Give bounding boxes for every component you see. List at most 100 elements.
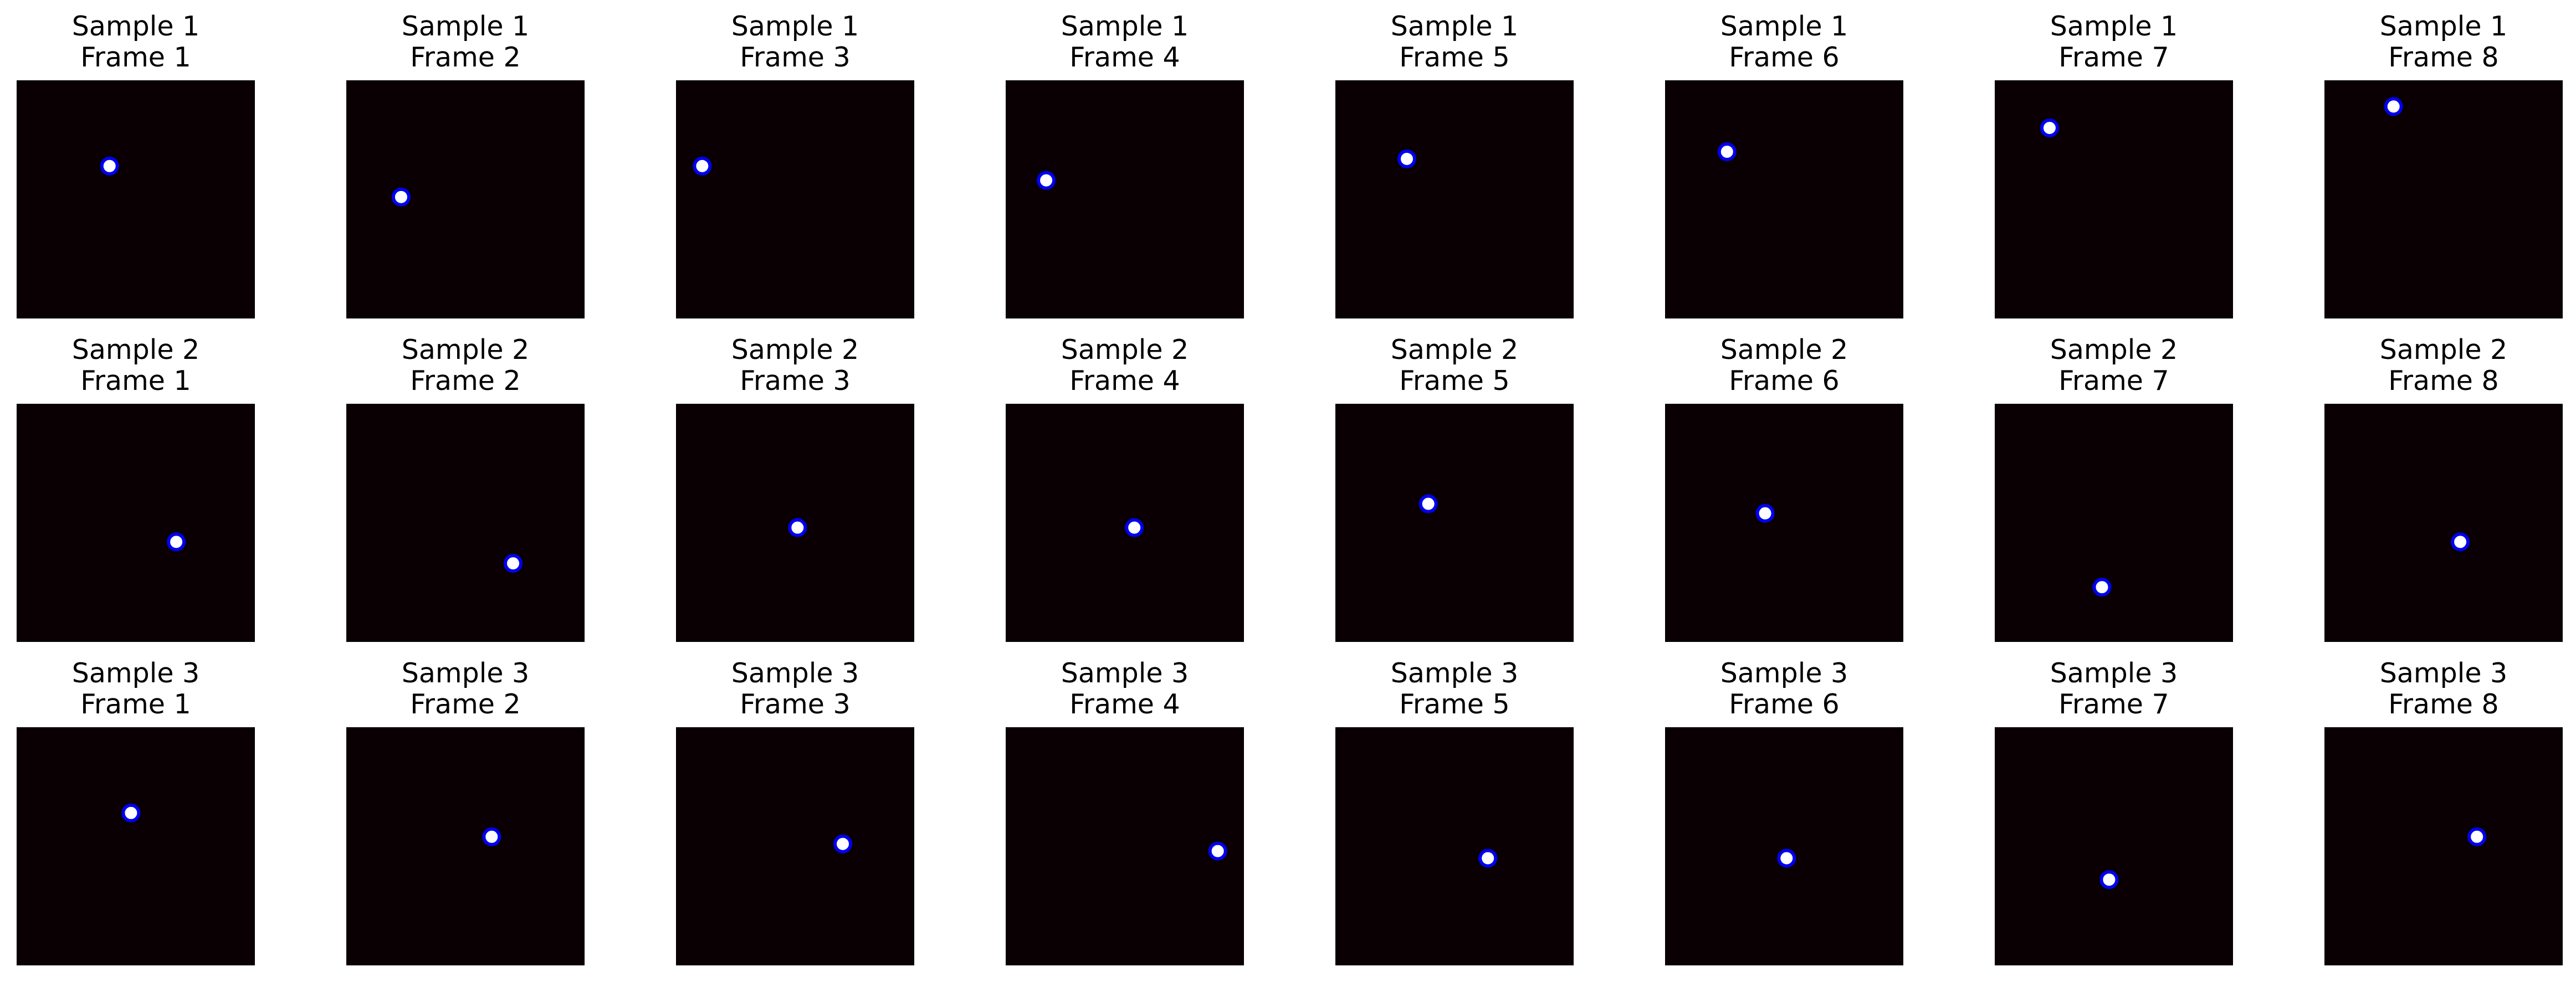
object-marker: [1037, 171, 1056, 190]
object-marker: [693, 156, 712, 176]
frame-plot: [346, 80, 585, 318]
frame-background: [1995, 80, 2233, 318]
frame-image: [1006, 80, 1244, 318]
subplot-title-frame: Frame 1: [80, 688, 191, 720]
subplot-title: Sample 3 Frame 2: [313, 658, 618, 720]
frame-image: [346, 80, 585, 318]
object-marker: [2384, 97, 2403, 116]
subplot-title: Sample 1 Frame 2: [313, 11, 618, 73]
frame-background: [1665, 727, 1903, 965]
subplot-title: Sample 2 Frame 1: [0, 335, 288, 397]
frame-plot: [346, 404, 585, 642]
frame-image: [1665, 404, 1903, 642]
frame-background: [17, 727, 255, 965]
subplot-title-sample: Sample 2: [71, 334, 200, 366]
subplot-title-frame: Frame 2: [410, 42, 521, 73]
subplot-title: Sample 3 Frame 6: [1632, 658, 1937, 720]
subplot-title-sample: Sample 3: [1061, 657, 1189, 689]
subplot-title: Sample 1 Frame 6: [1632, 11, 1937, 73]
frame-image: [1006, 404, 1244, 642]
subplot-title-frame: Frame 2: [410, 688, 521, 720]
frame-background: [346, 80, 585, 318]
frame-image: [1335, 727, 1574, 965]
subplot-title: Sample 3 Frame 8: [2291, 658, 2576, 720]
object-marker: [788, 518, 807, 537]
subplot-title-frame: Frame 1: [80, 42, 191, 73]
subplot-title: Sample 3 Frame 5: [1302, 658, 1607, 720]
frame-plot: [1006, 727, 1244, 965]
frame-image: [1995, 80, 2233, 318]
object-marker: [1397, 149, 1416, 168]
subplot-title-frame: Frame 6: [1729, 688, 1840, 720]
object-marker: [2467, 827, 2487, 846]
subplot-title-sample: Sample 3: [71, 657, 200, 689]
subplot-title: Sample 2 Frame 2: [313, 335, 618, 397]
frame-background: [1995, 404, 2233, 642]
frame-background: [2324, 727, 2563, 965]
frame-image: [1335, 404, 1574, 642]
frame-plot: [346, 727, 585, 965]
subplot-title: Sample 3 Frame 3: [643, 658, 948, 720]
object-marker: [1418, 494, 1438, 513]
subplot-title-frame: Frame 8: [2388, 365, 2499, 397]
object-marker: [100, 156, 119, 176]
frame-plot: [17, 404, 255, 642]
frame-background: [1006, 80, 1244, 318]
frame-image: [676, 80, 914, 318]
subplot-title: Sample 2 Frame 5: [1302, 335, 1607, 397]
frame-background: [676, 80, 914, 318]
frame-image: [1006, 727, 1244, 965]
frame-image: [2324, 404, 2563, 642]
subplot-title-frame: Frame 7: [2058, 688, 2169, 720]
frame-plot: [1335, 80, 1574, 318]
frame-image: [1665, 727, 1903, 965]
subplot-title: Sample 2 Frame 8: [2291, 335, 2576, 397]
frame-background: [1006, 727, 1244, 965]
frame-plot: [17, 80, 255, 318]
object-marker: [1208, 841, 1227, 861]
object-marker: [482, 827, 501, 846]
frame-plot: [676, 404, 914, 642]
frame-image: [676, 727, 914, 965]
subplot-title-sample: Sample 2: [1390, 334, 1519, 366]
subplot-title-frame: Frame 3: [740, 365, 851, 397]
subplot-title-frame: Frame 7: [2058, 365, 2169, 397]
subplot-title: Sample 2 Frame 4: [972, 335, 1277, 397]
frame-plot: [1665, 404, 1903, 642]
frame-background: [1995, 727, 2233, 965]
frame-plot: [676, 727, 914, 965]
subplot-title-frame: Frame 1: [80, 365, 191, 397]
frame-background: [346, 404, 585, 642]
subplot-title-sample: Sample 1: [2379, 11, 2508, 42]
frame-plot: [676, 80, 914, 318]
subplot-title-frame: Frame 3: [740, 688, 851, 720]
frame-plot: [1665, 80, 1903, 318]
frame-plot: [1995, 727, 2233, 965]
subplot-title-sample: Sample 3: [2379, 657, 2508, 689]
object-marker: [833, 834, 852, 854]
subplot-title-sample: Sample 1: [401, 11, 530, 42]
subplot-title: Sample 1 Frame 4: [972, 11, 1277, 73]
object-marker: [391, 187, 411, 207]
frame-background: [1335, 404, 1574, 642]
subplot-title-frame: Frame 2: [410, 365, 521, 397]
subplot-title: Sample 2 Frame 6: [1632, 335, 1937, 397]
object-marker: [2040, 119, 2059, 137]
subplot-title-sample: Sample 3: [1720, 657, 1848, 689]
frame-background: [17, 404, 255, 642]
subplot-title: Sample 1 Frame 7: [1962, 11, 2266, 73]
object-marker: [1777, 849, 1796, 868]
object-marker: [1125, 518, 1144, 537]
frame-plot: [1006, 404, 1244, 642]
object-marker: [2092, 578, 2112, 597]
frame-background: [1335, 80, 1574, 318]
subplot-title-sample: Sample 1: [1720, 11, 1848, 42]
object-marker: [1478, 849, 1498, 868]
subplot-title-frame: Frame 5: [1399, 42, 1510, 73]
object-marker: [2451, 532, 2470, 552]
object-marker: [121, 803, 141, 822]
subplot-title-sample: Sample 3: [731, 657, 859, 689]
subplot-title: Sample 3 Frame 4: [972, 658, 1277, 720]
frame-background: [676, 727, 914, 965]
